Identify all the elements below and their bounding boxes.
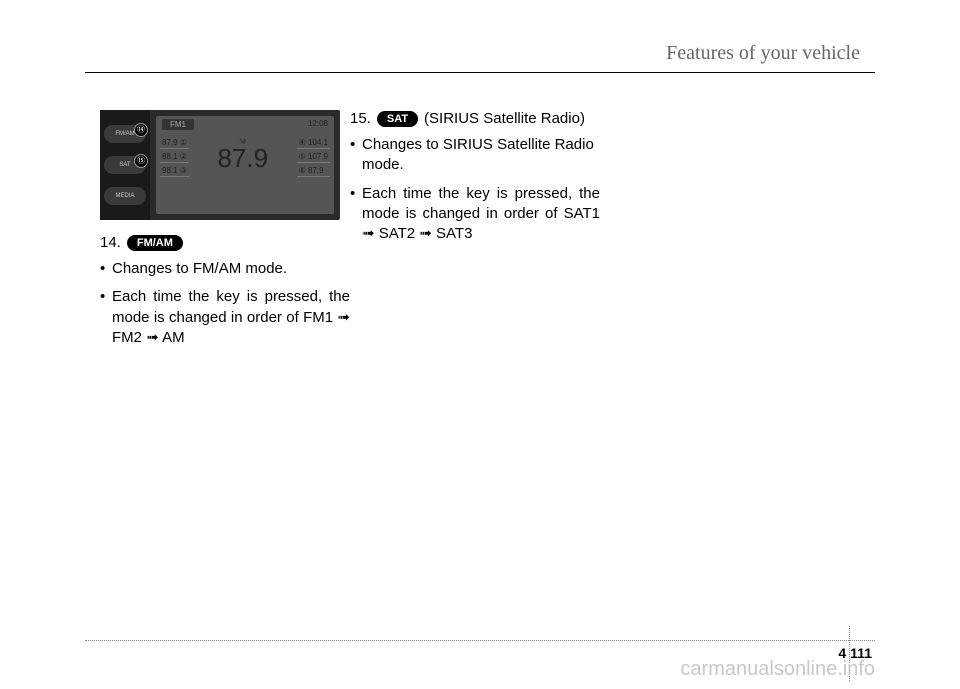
watermark: carmanualsonline.info <box>680 658 875 681</box>
preset-4: ④ 104.1 <box>297 137 330 149</box>
item-14-number: 14. <box>100 234 121 251</box>
item-14-bullet-1: Changes to FM/AM mode. <box>100 259 350 279</box>
item-14-header: 14. FM/AM <box>100 234 350 251</box>
fm-am-pill: FM/AM <box>127 235 183 251</box>
item-15-number: 15. <box>350 110 371 127</box>
radio-photo: ⑭ FM/AM ⑮ SAT MEDIA FM1 12:08 8 <box>100 110 340 220</box>
fm-am-button-label: FM/AM <box>115 131 134 137</box>
stereo-label: ༄ <box>239 139 246 146</box>
sat-button-label: SAT <box>119 162 130 168</box>
clock-display: 12:08 <box>308 119 328 130</box>
preset-1: 87.9 ① <box>160 137 189 149</box>
frequency-value: 87.9 <box>217 143 268 173</box>
main-frequency: ༄ 87.9 <box>189 137 297 177</box>
header-rule <box>85 72 875 73</box>
display-main: 87.9 ① 88.1 ② 98.1 ③ ༄ 87.9 ④ 104.1 ⑤ 10… <box>156 133 334 181</box>
item-15-bullet-2: Each time the key is pressed, the mode i… <box>350 184 600 245</box>
sat-button: ⑮ SAT <box>104 156 146 174</box>
preset-5: ⑤ 107.9 <box>297 151 330 163</box>
section-header: Features of your vehicle <box>666 42 860 65</box>
preset-3: 98.1 ③ <box>160 165 189 177</box>
display-top-row: FM1 12:08 <box>156 116 334 133</box>
band-indicator: FM1 <box>162 119 194 130</box>
callout-14-icon: ⑭ <box>134 123 148 137</box>
footer-rule <box>85 640 875 641</box>
item-15-subtitle: (SIRIUS Satellite Radio) <box>424 110 585 127</box>
preset-6: ⑥ 87.9 <box>297 165 330 177</box>
column-1: ⑭ FM/AM ⑮ SAT MEDIA FM1 12:08 8 <box>100 110 350 356</box>
preset-2: 88.1 ② <box>160 151 189 163</box>
presets-right: ④ 104.1 ⑤ 107.9 ⑥ 87.9 <box>297 137 330 177</box>
item-14-bullet-2: Each time the key is pressed, the mode i… <box>100 287 350 348</box>
callout-15-icon: ⑮ <box>134 154 148 168</box>
item-15-header: 15. SAT (SIRIUS Satellite Radio) <box>350 110 600 127</box>
media-button: MEDIA <box>104 187 146 205</box>
radio-display: FM1 12:08 87.9 ① 88.1 ② 98.1 ③ ༄ 87.9 ④ … <box>156 116 334 214</box>
media-button-label: MEDIA <box>115 193 134 199</box>
column-2: 15. SAT (SIRIUS Satellite Radio) Changes… <box>350 110 600 252</box>
fm-am-button: ⑭ FM/AM <box>104 125 146 143</box>
radio-button-panel: ⑭ FM/AM ⑮ SAT MEDIA <box>100 110 150 220</box>
item-15-bullet-1: Changes to SIRIUS Satellite Radio mode. <box>350 135 600 176</box>
presets-left: 87.9 ① 88.1 ② 98.1 ③ <box>160 137 189 177</box>
sat-pill: SAT <box>377 111 418 127</box>
